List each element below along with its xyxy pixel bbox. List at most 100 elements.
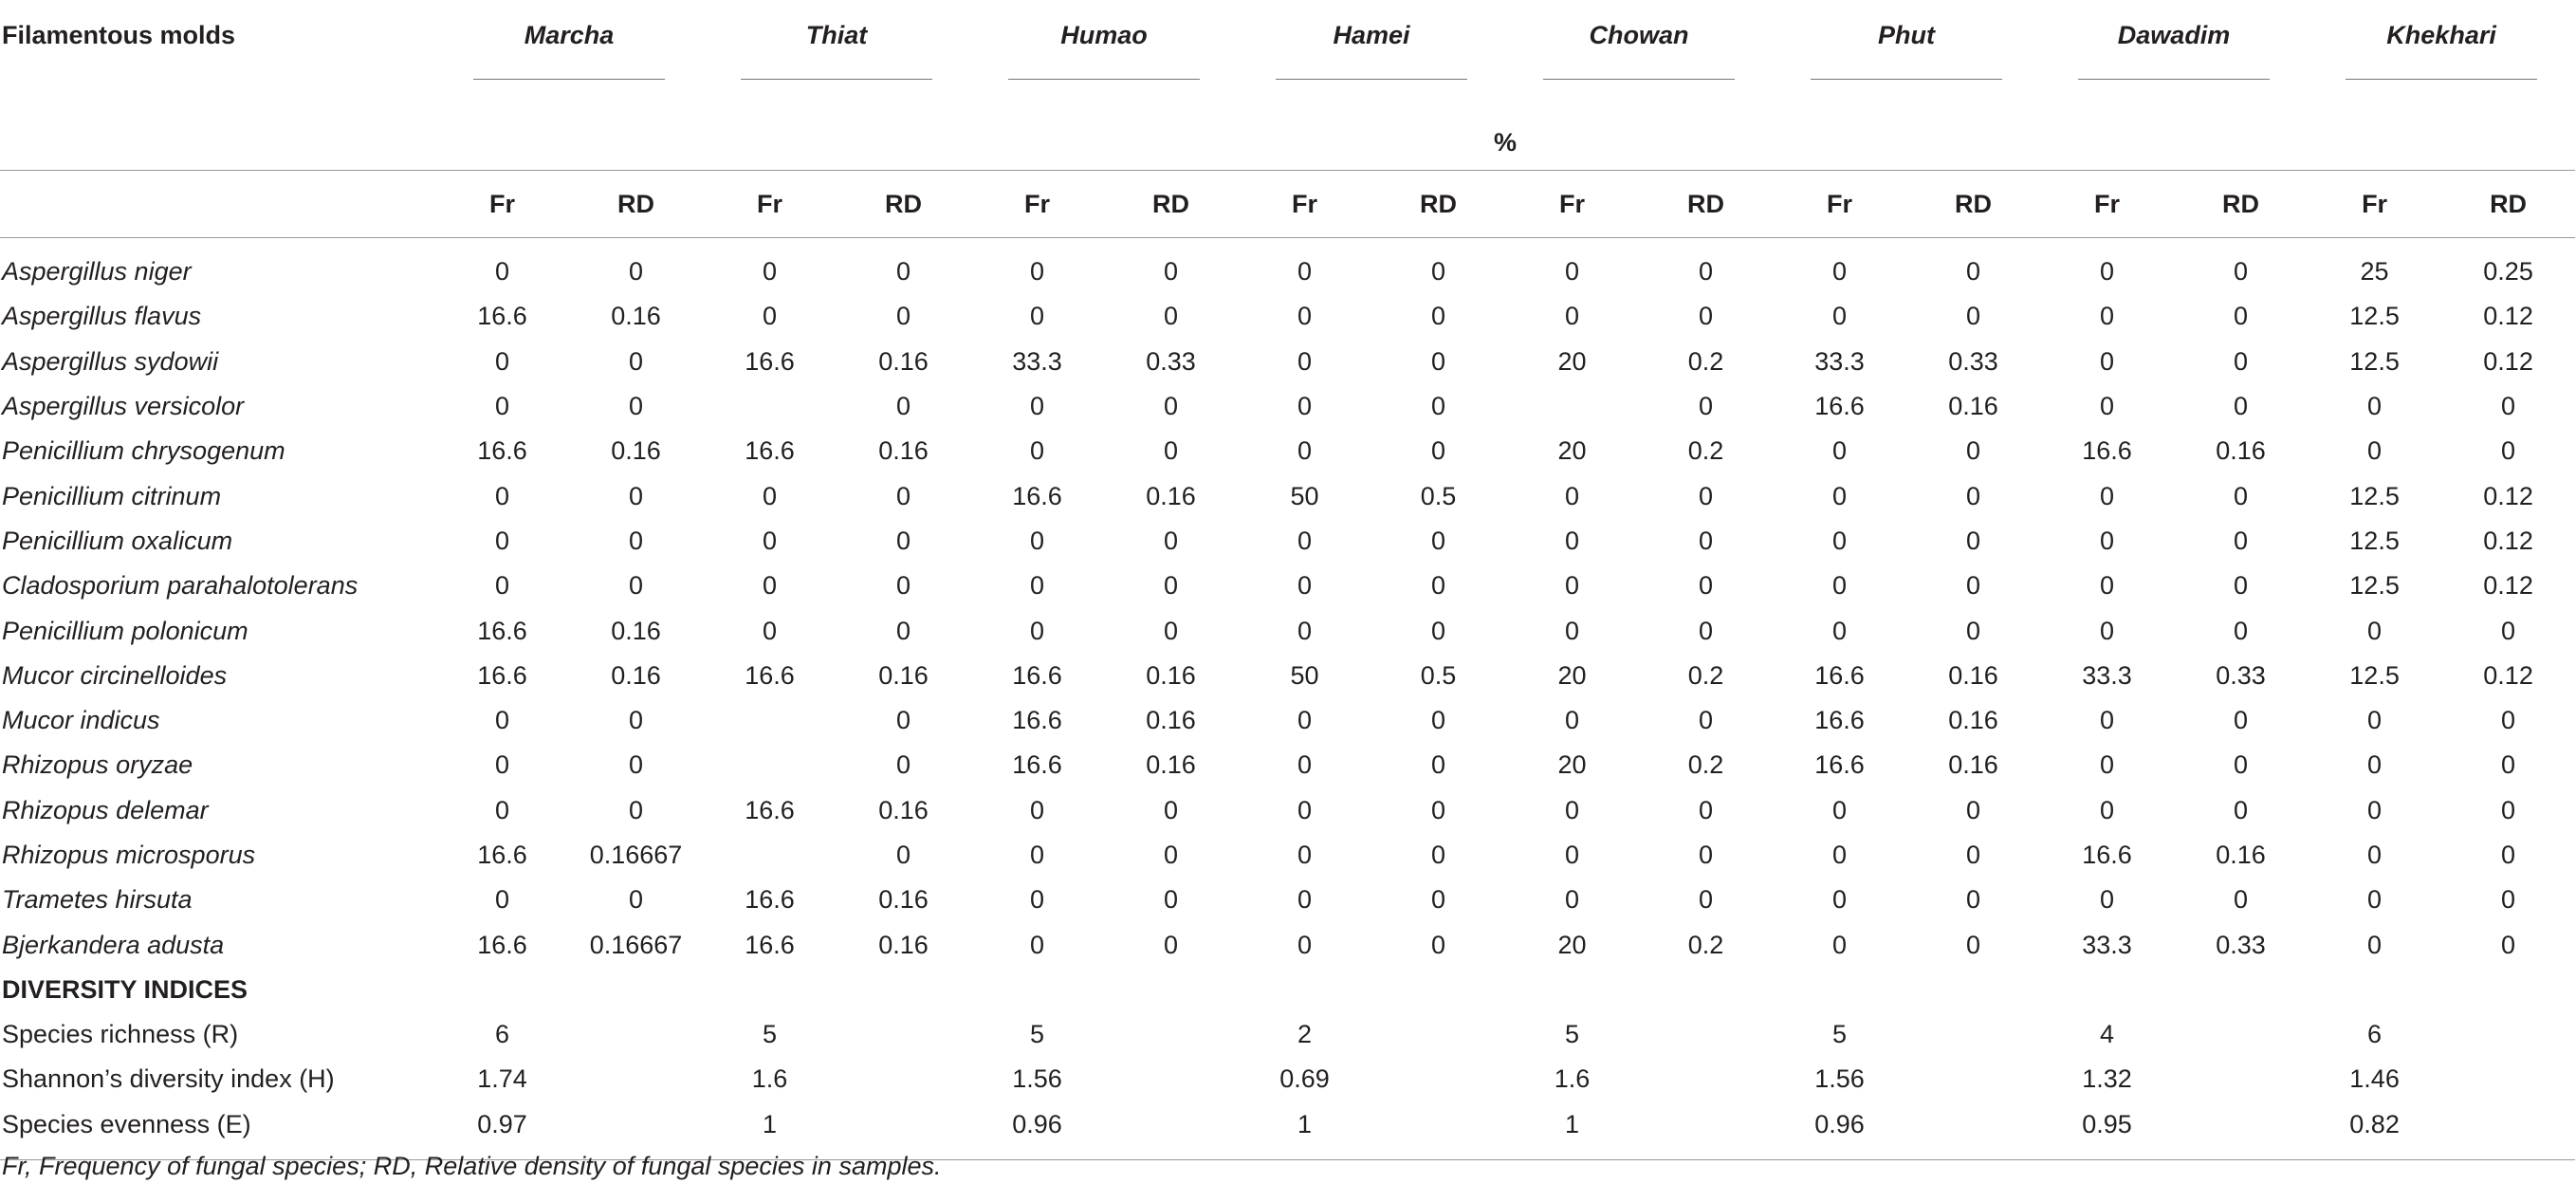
index-value: 6 — [494, 1020, 510, 1049]
value-cell: 0 — [1431, 392, 1446, 421]
subcol-label: Fr — [970, 170, 1105, 238]
empty-cell — [837, 1057, 970, 1101]
value-cell: 0 — [2100, 481, 2115, 510]
species-name: Penicillium chrysogenum — [2, 436, 285, 466]
value-cell: 0 — [2234, 257, 2249, 287]
value-cell: 0 — [1030, 526, 1045, 555]
value-cell: 0 — [1832, 436, 1848, 466]
value-cell: 0.16 — [611, 616, 661, 645]
value-cell: 16.6 — [477, 436, 527, 466]
empty-cell — [0, 116, 435, 171]
table-container: Filamentous molds Marcha Thiat Humao Hamei Ch… — [0, 21, 2576, 1160]
value-cell: 0 — [494, 346, 510, 376]
empty-cell — [1104, 1057, 1238, 1101]
value-cell: 0 — [1699, 841, 1714, 869]
empty-cell — [569, 1012, 703, 1057]
empty-cell — [837, 1102, 970, 1147]
species-row: Rhizopus microsporus 16.6 0.16667 0 0 0 0 0 0 0 0 0… — [0, 833, 2575, 878]
value-cell: 0 — [1030, 571, 1045, 601]
value-cell: 0 — [763, 302, 778, 331]
value-cell: 0 — [1030, 616, 1045, 645]
value-cell: 16.6 — [477, 616, 527, 645]
value-cell: 0 — [1966, 436, 1981, 466]
empty-cell — [569, 1102, 703, 1147]
empty-cell — [0, 170, 435, 238]
value-cell: 0 — [763, 571, 778, 601]
value-cell: 0 — [2234, 392, 2249, 421]
subcol-label: RD — [1639, 170, 1774, 238]
value-cell: 16.6 — [745, 795, 795, 824]
value-cell: 12.5 — [2349, 660, 2400, 690]
value-cell: 0 — [2234, 571, 2249, 601]
value-cell: 0 — [2234, 526, 2249, 555]
index-value: 0.96 — [1012, 1109, 1062, 1138]
subcol-label: Fr — [1238, 170, 1372, 238]
empty-cell — [1906, 1012, 2040, 1057]
value-cell: 0 — [2367, 930, 2383, 959]
value-cell: 0 — [1297, 392, 1313, 421]
value-cell: 0 — [1164, 392, 1179, 421]
value-cell: 0 — [628, 885, 644, 915]
subcol-label: RD — [837, 170, 971, 238]
value-cell: 0 — [1164, 302, 1179, 331]
value-cell: 0 — [494, 750, 510, 780]
value-cell: 0.2 — [1687, 436, 1724, 466]
value-cell: 12.5 — [2349, 481, 2400, 510]
value-cell: 0.16 — [1146, 750, 1196, 780]
value-cell: 12.5 — [2349, 346, 2400, 376]
value-cell: 0.16 — [1146, 706, 1196, 735]
value-cell: 0 — [763, 526, 778, 555]
value-cell: 0.16 — [1146, 660, 1196, 690]
index-value: 5 — [1030, 1020, 1045, 1049]
subcol-label: RD — [2174, 170, 2309, 238]
value-cell: 0 — [2501, 436, 2516, 466]
index-value: 1 — [1565, 1109, 1580, 1138]
value-cell: 0 — [2100, 885, 2115, 915]
unit-label: % — [435, 116, 2576, 171]
value-cell: 0.16 — [1948, 750, 1998, 780]
value-cell: 0.12 — [2483, 660, 2533, 690]
value-cell: 0 — [1699, 571, 1714, 601]
value-cell: 0 — [1431, 750, 1446, 780]
species-name: Penicillium polonicum — [2, 616, 248, 645]
species-row: Penicillium citrinum 0 0 0 0 16.6 0.16 50 0.5 0 0 0… — [0, 473, 2575, 518]
value-cell: 0 — [1030, 436, 1045, 466]
species-name: Rhizopus delemar — [2, 795, 209, 824]
species-name: Aspergillus versicolor — [2, 392, 245, 421]
value-cell: 0 — [1164, 571, 1179, 601]
subcol-label: Fr — [2040, 170, 2175, 238]
value-cell: 0 — [2100, 571, 2115, 601]
value-cell: 0 — [896, 526, 911, 555]
value-cell: 0 — [1164, 795, 1179, 824]
index-value: 0.69 — [1279, 1064, 1330, 1094]
value-cell: 16.6 — [1814, 392, 1865, 421]
species-row: Mucor circinelloides 16.6 0.16 16.6 0.16 16.6… — [0, 654, 2575, 698]
value-cell: 0 — [1966, 571, 1981, 601]
value-cell — [703, 743, 837, 787]
value-cell: 0 — [1966, 795, 1981, 824]
species-row: Mucor indicus 0 0 0 16.6 0.16 0 0 0 0 16.6 0.16 0 0 0 0 — [0, 698, 2575, 743]
value-cell: 16.6 — [2082, 436, 2132, 466]
value-cell: 0 — [494, 481, 510, 510]
value-cell: 0 — [1164, 526, 1179, 555]
group-name: Chowan — [1543, 21, 1736, 80]
species-name: Rhizopus microsporus — [2, 841, 256, 869]
value-cell: 0 — [896, 302, 911, 331]
value-cell: 0 — [2501, 841, 2516, 869]
value-cell: 0 — [1030, 257, 1045, 287]
value-cell: 0 — [628, 706, 644, 735]
value-cell: 0 — [1699, 526, 1714, 555]
value-cell: 0.33 — [1948, 346, 1998, 376]
index-value: 1.56 — [1814, 1064, 1865, 1094]
value-cell: 0 — [763, 257, 778, 287]
value-cell: 0 — [2234, 302, 2249, 331]
value-cell: 0 — [1565, 571, 1580, 601]
value-cell: 12.5 — [2349, 302, 2400, 331]
value-cell: 0 — [2367, 885, 2383, 915]
value-cell: 0 — [1966, 481, 1981, 510]
value-cell: 0.16 — [2216, 436, 2266, 466]
index-name: Species richness (R) — [2, 1020, 239, 1049]
value-cell: 16.6 — [1012, 660, 1062, 690]
species-name: Bjerkandera adusta — [2, 930, 225, 959]
empty-cell — [837, 1012, 970, 1057]
